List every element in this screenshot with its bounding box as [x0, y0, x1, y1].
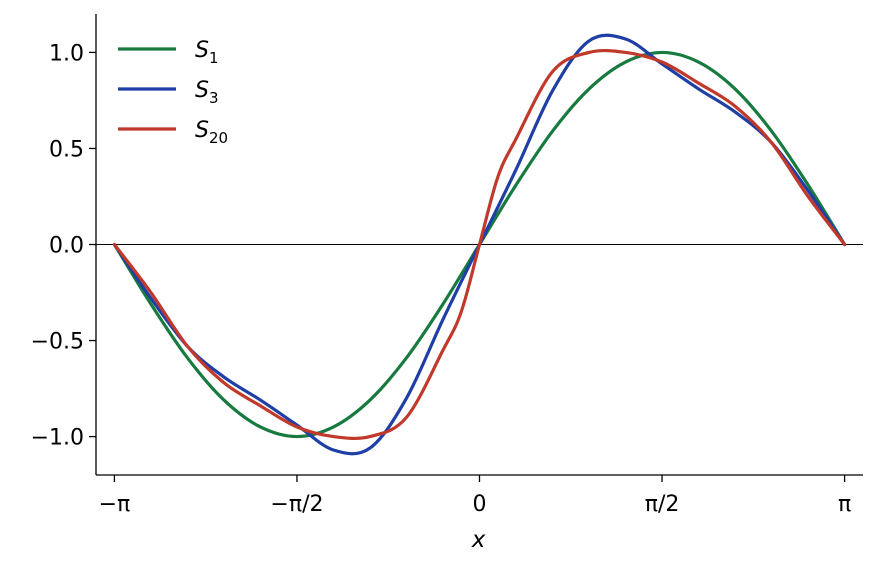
x-tick-label: π — [838, 492, 851, 517]
legend-label-name: S — [195, 118, 209, 143]
legend-label-s1: S1 — [195, 38, 219, 67]
x-axis-label: x — [471, 527, 486, 553]
legend-label-subscript: 3 — [209, 89, 219, 107]
y-tick-label: −0.5 — [31, 330, 84, 355]
legend-label-s3: S3 — [195, 78, 219, 107]
y-tick-label: 0.0 — [49, 234, 84, 259]
legend-label-subscript: 1 — [209, 49, 219, 67]
x-tick-label: π/2 — [645, 492, 680, 517]
x-tick-label: −π — [99, 492, 131, 517]
legend-label-s20: S20 — [195, 118, 228, 147]
y-tick-label: 1.0 — [49, 41, 84, 66]
legend-label-subscript: 20 — [209, 129, 228, 147]
x-tick-label: 0 — [473, 492, 487, 517]
series-line-s20 — [112, 48, 847, 441]
y-tick-label: 0.5 — [49, 137, 84, 162]
plot-area — [96, 33, 863, 456]
ticks: −π −π/2 0 π/2 π 1.0 0.5 0.0 −0.5 −1.0 — [31, 41, 852, 517]
legend-label-name: S — [195, 78, 209, 103]
legend-label-name: S — [195, 38, 209, 63]
y-tick-label: −1.0 — [31, 426, 84, 451]
x-tick-label: −π/2 — [270, 492, 323, 517]
